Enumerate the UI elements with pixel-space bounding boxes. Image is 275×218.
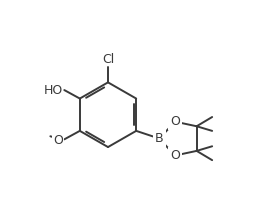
Text: Cl: Cl	[102, 53, 114, 66]
Text: HO: HO	[43, 83, 63, 97]
Text: B: B	[155, 132, 164, 145]
Text: O: O	[170, 115, 180, 128]
Text: O: O	[170, 149, 180, 162]
Text: O: O	[53, 134, 63, 147]
